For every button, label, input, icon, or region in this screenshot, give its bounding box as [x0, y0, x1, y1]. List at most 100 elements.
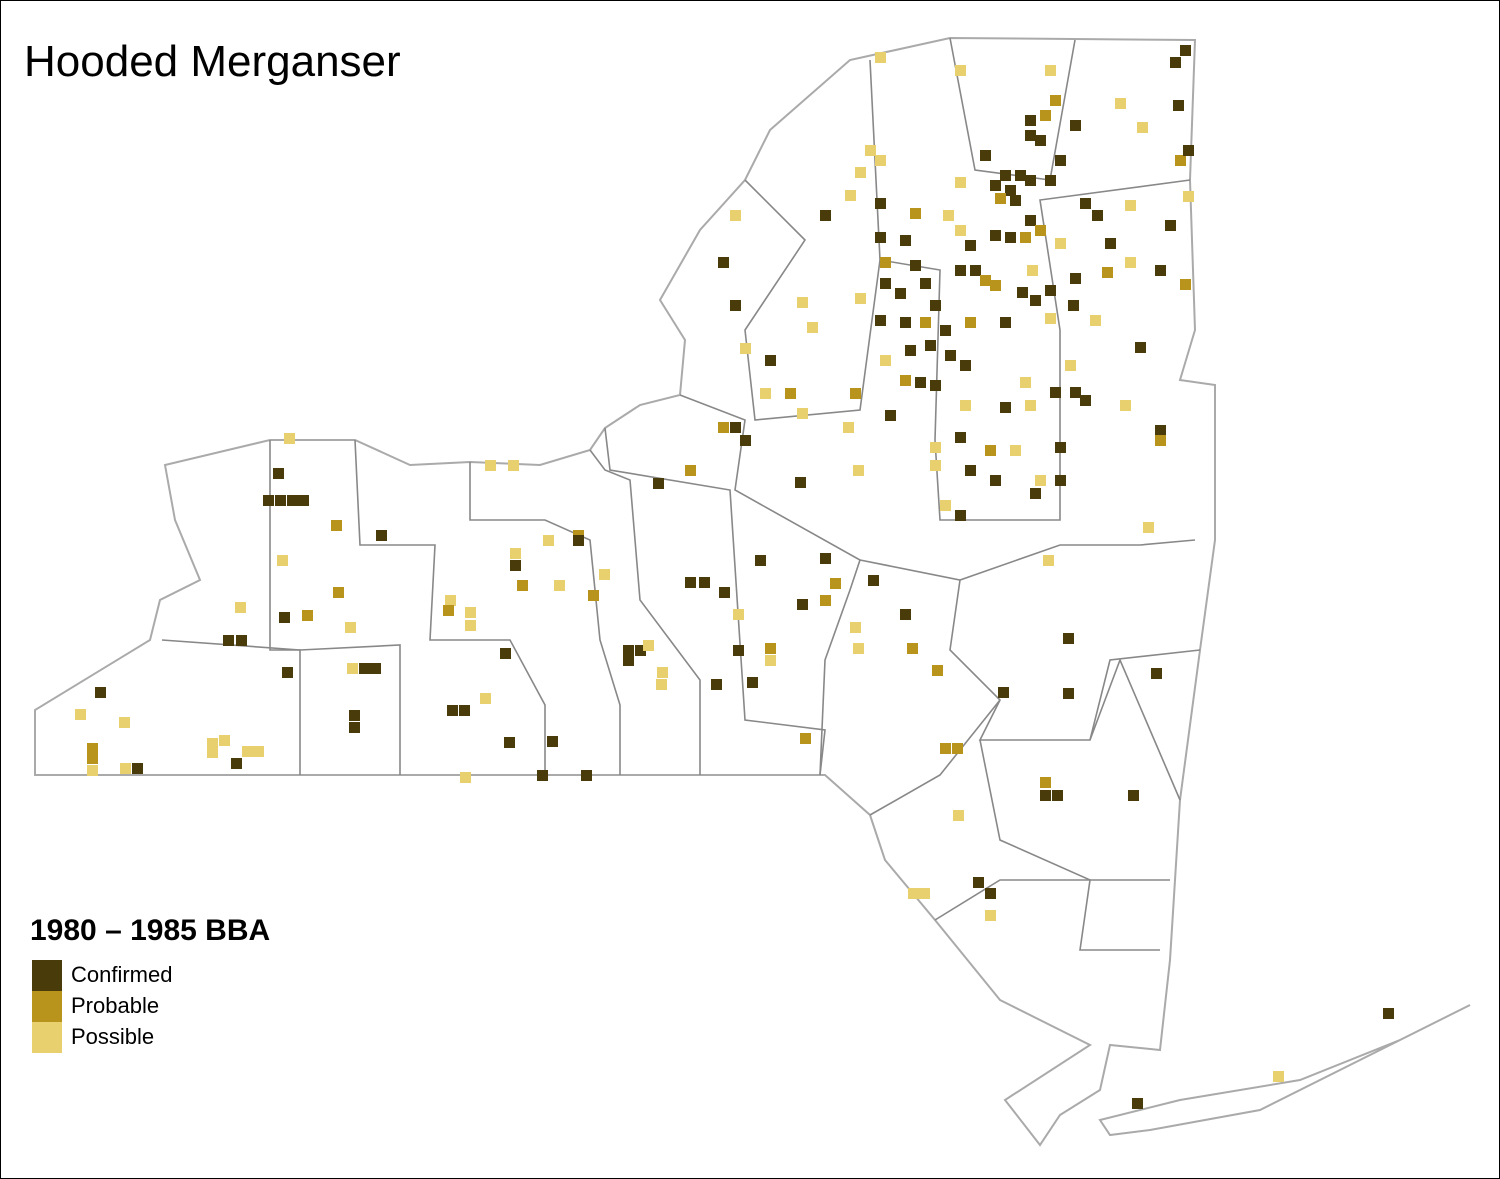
atlas-block [955, 432, 966, 443]
atlas-block [940, 743, 951, 754]
atlas-block [855, 293, 866, 304]
atlas-block [1065, 360, 1076, 371]
atlas-block [573, 535, 584, 546]
atlas-block [970, 265, 981, 276]
atlas-block [1273, 1071, 1284, 1082]
atlas-block [1102, 267, 1113, 278]
atlas-block [919, 888, 930, 899]
atlas-block [980, 275, 991, 286]
atlas-block [219, 735, 230, 746]
atlas-block [236, 635, 247, 646]
legend-swatch [32, 1022, 62, 1053]
atlas-block [119, 717, 130, 728]
legend-label: Possible [71, 1024, 154, 1049]
atlas-block [263, 495, 274, 506]
atlas-block [1040, 790, 1051, 801]
atlas-block [685, 577, 696, 588]
atlas-block [1120, 400, 1131, 411]
atlas-block [845, 190, 856, 201]
atlas-block [120, 763, 131, 774]
atlas-block [1010, 445, 1021, 456]
atlas-block [1045, 285, 1056, 296]
atlas-block [797, 408, 808, 419]
atlas-block [1043, 555, 1054, 566]
atlas-block [853, 465, 864, 476]
atlas-block [730, 300, 741, 311]
atlas-block [277, 555, 288, 566]
atlas-block [1045, 313, 1056, 324]
atlas-block [895, 288, 906, 299]
atlas-block [1063, 633, 1074, 644]
atlas-block [760, 388, 771, 399]
atlas-block [1132, 1098, 1143, 1109]
atlas-block [932, 665, 943, 676]
atlas-block [1128, 790, 1139, 801]
atlas-block [517, 580, 528, 591]
atlas-block [1080, 395, 1091, 406]
atlas-block [1027, 265, 1038, 276]
atlas-block [445, 595, 456, 606]
atlas-block [1180, 279, 1191, 290]
atlas-block [1155, 435, 1166, 446]
atlas-block [1183, 145, 1194, 156]
atlas-block [880, 355, 891, 366]
atlas-block [1000, 170, 1011, 181]
atlas-block [953, 810, 964, 821]
atlas-block [1151, 668, 1162, 679]
atlas-block [359, 663, 370, 674]
atlas-block [1183, 191, 1194, 202]
atlas-block [730, 210, 741, 221]
atlas-block [955, 65, 966, 76]
atlas-block [940, 500, 951, 511]
atlas-block [349, 710, 360, 721]
atlas-block [853, 643, 864, 654]
atlas-block [955, 177, 966, 188]
atlas-block [1155, 425, 1166, 436]
atlas-block [588, 590, 599, 601]
atlas-block [1052, 790, 1063, 801]
atlas-block [1015, 170, 1026, 181]
atlas-block [965, 240, 976, 251]
atlas-block [235, 602, 246, 613]
atlas-block [765, 643, 776, 654]
atlas-block [537, 770, 548, 781]
atlas-block [945, 350, 956, 361]
atlas-block [740, 435, 751, 446]
atlas-block [1165, 220, 1176, 231]
atlas-block [242, 746, 253, 757]
atlas-block [1025, 215, 1036, 226]
atlas-block [653, 478, 664, 489]
legend-swatch [32, 960, 62, 991]
atlas-block [820, 210, 831, 221]
atlas-block [880, 257, 891, 268]
atlas-block [1090, 315, 1101, 326]
atlas-block [765, 355, 776, 366]
atlas-block [1068, 300, 1079, 311]
atlas-block [547, 736, 558, 747]
atlas-block [500, 648, 511, 659]
atlas-block [1040, 777, 1051, 788]
atlas-block [711, 679, 722, 690]
atlas-block [1055, 238, 1066, 249]
atlas-block [719, 587, 730, 598]
atlas-block [843, 422, 854, 433]
atlas-block [635, 645, 646, 656]
atlas-block [797, 599, 808, 610]
atlas-block [345, 622, 356, 633]
atlas-block [990, 475, 1001, 486]
long-island [1098, 1004, 1471, 1137]
atlas-block [465, 620, 476, 631]
atlas-block [1025, 130, 1036, 141]
atlas-block [1070, 387, 1081, 398]
atlas-block [930, 460, 941, 471]
atlas-block [747, 677, 758, 688]
atlas-block [875, 155, 886, 166]
atlas-block [699, 577, 710, 588]
atlas-block [253, 746, 264, 757]
atlas-block [1050, 387, 1061, 398]
atlas-block [1173, 100, 1184, 111]
atlas-block [508, 460, 519, 471]
atlas-block [830, 578, 841, 589]
atlas-block [643, 640, 654, 651]
atlas-block [331, 520, 342, 531]
